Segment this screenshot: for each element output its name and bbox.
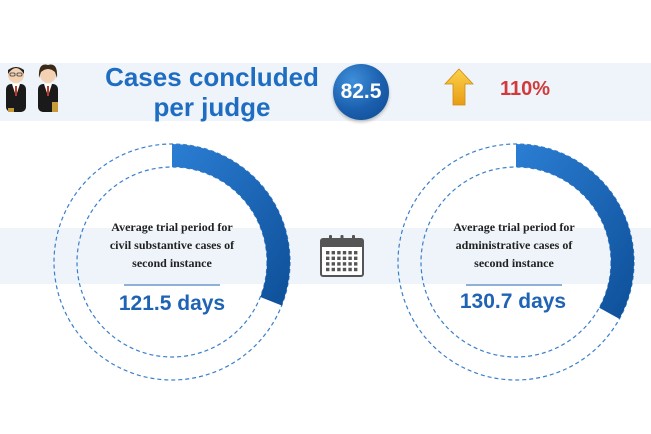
growth-ratio: 110% — [500, 78, 551, 100]
civil-label-line-3: second instance — [132, 256, 212, 270]
title-line-2: per judge — [153, 92, 271, 122]
judge-figures-icon — [6, 64, 58, 112]
civil-cases-label: Average trial period for civil substanti… — [92, 218, 252, 272]
admin-label-line-2: administrative cases of — [455, 238, 573, 252]
donut-highlight-arc — [172, 144, 290, 306]
male-judge-icon — [6, 67, 26, 112]
calendar-day-cell — [326, 256, 330, 260]
calendar-icon — [320, 235, 364, 277]
calendar-day-cell — [348, 262, 352, 266]
page-title: Cases concluded per judge — [92, 62, 332, 122]
calendar-day-cell — [331, 256, 335, 260]
calendar-day-cell — [337, 267, 341, 272]
calendar-day-cell — [348, 267, 352, 272]
calendar-day-cell — [354, 256, 358, 260]
administrative-cases-label: Average trial period for administrative … — [434, 218, 594, 272]
donut-civil — [53, 143, 291, 381]
admin-divider — [466, 284, 562, 286]
calendar-day-cell — [354, 251, 358, 255]
donut-administrative — [397, 143, 635, 381]
calendar-day-cell — [331, 262, 335, 266]
calendar-day-cell — [342, 267, 347, 272]
calendar-day-cell — [331, 267, 335, 272]
calendar-day-cell — [348, 251, 352, 255]
calendar-day-cell — [326, 251, 330, 255]
title-line-1: Cases concluded — [105, 62, 319, 92]
calendar-day-cell — [326, 262, 330, 266]
cases-per-judge-value: 82.5 — [333, 64, 389, 120]
calendar-day-cell — [342, 251, 347, 255]
calendar-day-cell — [337, 262, 341, 266]
civil-divider — [124, 284, 220, 286]
up-arrow-icon — [444, 68, 474, 106]
calendar-day-cell — [342, 256, 347, 260]
admin-label-line-3: second instance — [474, 256, 554, 270]
civil-cases-value: 121.5 days — [118, 292, 226, 315]
calendar-day-cell — [354, 262, 358, 266]
civil-label-line-2: civil substantive cases of — [109, 238, 235, 252]
calendar-day-cell — [348, 256, 352, 260]
calendar-day-cell — [342, 262, 347, 266]
calendar-day-cell — [331, 251, 335, 255]
donut-highlight-arc — [516, 144, 635, 319]
calendar-day-cell — [354, 267, 358, 272]
administrative-cases-value: 130.7 days — [459, 290, 567, 313]
calendar-day-cell — [326, 267, 330, 272]
calendar-day-cell — [337, 251, 341, 255]
female-judge-icon — [38, 64, 58, 112]
calendar-day-cell — [337, 256, 341, 260]
civil-label-line-1: Average trial period for — [111, 220, 233, 234]
header-band — [0, 63, 651, 121]
admin-label-line-1: Average trial period for — [453, 220, 575, 234]
